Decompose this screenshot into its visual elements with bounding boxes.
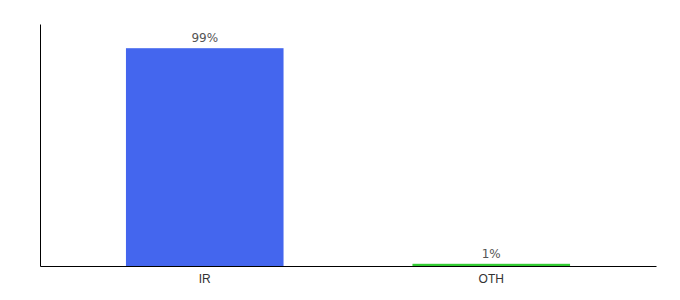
x-tick: IR — [199, 266, 211, 286]
chart-svg: IR OTH 99% 1% — [0, 0, 680, 300]
bar — [412, 264, 570, 266]
chart-container: IR OTH 99% 1% — [0, 0, 680, 300]
x-tick-label: OTH — [479, 272, 504, 286]
y-axis-line — [40, 25, 41, 267]
plot: IR OTH 99% 1% — [41, 25, 657, 286]
x-axis-line — [41, 266, 657, 267]
data-labels: 99% 1% — [191, 31, 500, 261]
y-axis — [40, 25, 41, 267]
x-axis: IR OTH — [41, 266, 657, 286]
data-label: 99% — [191, 31, 218, 45]
x-tick-label: IR — [199, 272, 211, 286]
bars — [126, 48, 570, 266]
x-tick: OTH — [479, 266, 504, 286]
data-label: 1% — [482, 247, 501, 261]
bar — [126, 48, 284, 266]
